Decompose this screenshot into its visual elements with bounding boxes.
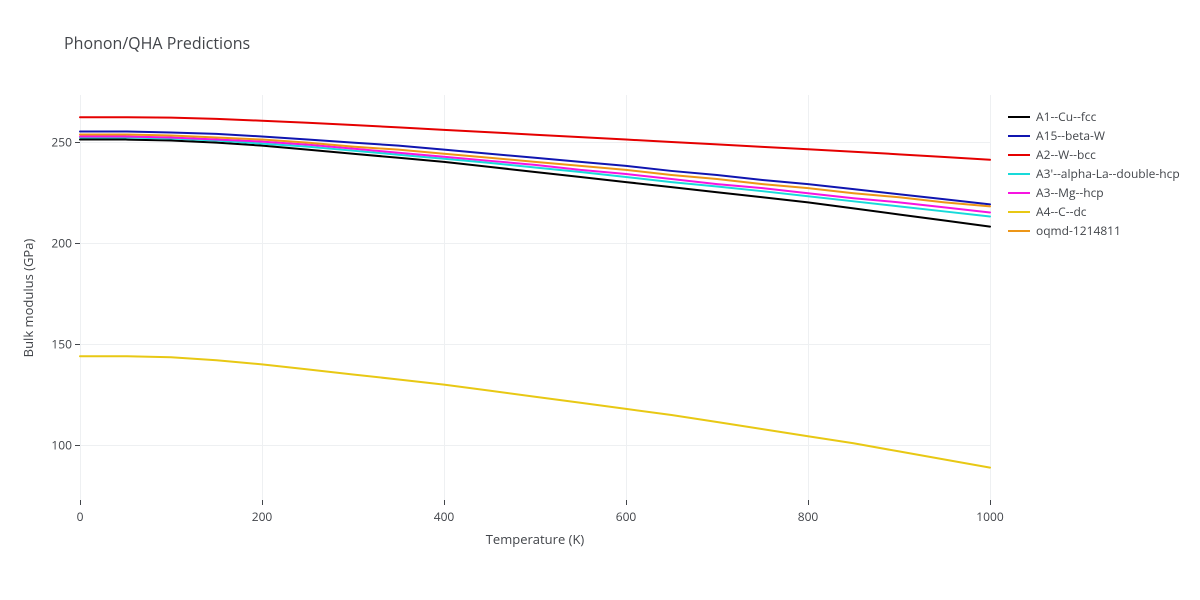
legend-swatch — [1008, 154, 1030, 156]
legend-label: A1--Cu--fcc — [1036, 108, 1096, 125]
x-tick-label: 1000 — [976, 508, 1003, 525]
legend-item[interactable]: A3'--alpha-La--double-hcp — [1008, 164, 1180, 183]
x-tick-label: 800 — [798, 508, 819, 525]
x-tick-label: 600 — [616, 508, 637, 525]
legend-label: A3--Mg--hcp — [1036, 184, 1104, 201]
y-tick-label: 100 — [51, 437, 72, 454]
legend-swatch — [1008, 230, 1030, 232]
legend-label: A3'--alpha-La--double-hcp — [1036, 165, 1180, 182]
legend-item[interactable]: A15--beta-W — [1008, 126, 1180, 145]
x-gridline — [808, 95, 809, 500]
legend-swatch — [1008, 211, 1030, 213]
legend-item[interactable]: A3--Mg--hcp — [1008, 183, 1180, 202]
legend-label: A15--beta-W — [1036, 127, 1105, 144]
y-gridline — [80, 344, 990, 345]
legend-swatch — [1008, 173, 1030, 175]
legend-swatch — [1008, 135, 1030, 137]
legend-swatch — [1008, 116, 1030, 118]
x-gridline — [80, 95, 81, 500]
y-tick — [75, 344, 80, 345]
legend-label: A2--W--bcc — [1036, 146, 1096, 163]
y-tick — [75, 445, 80, 446]
x-gridline — [990, 95, 991, 500]
chart-title: Phonon/QHA Predictions — [64, 32, 250, 54]
legend: A1--Cu--fcc A15--beta-W A2--W--bcc A3'--alp… — [1008, 107, 1180, 240]
x-tick — [626, 500, 627, 505]
y-tick-label: 200 — [51, 234, 72, 251]
legend-item[interactable]: A1--Cu--fcc — [1008, 107, 1180, 126]
x-tick-label: 200 — [252, 508, 273, 525]
legend-item[interactable]: oqmd-1214811 — [1008, 221, 1180, 240]
x-tick — [444, 500, 445, 505]
y-axis-title: Bulk modulus (GPa) — [19, 238, 37, 357]
x-gridline — [444, 95, 445, 500]
x-gridline — [626, 95, 627, 500]
y-gridline — [80, 243, 990, 244]
y-tick-label: 150 — [51, 336, 72, 353]
x-tick — [990, 500, 991, 505]
series-line[interactable] — [80, 140, 990, 227]
x-axis-title: Temperature (K) — [486, 530, 585, 548]
plot-area[interactable] — [80, 95, 990, 500]
x-tick — [262, 500, 263, 505]
series-line[interactable] — [80, 138, 990, 217]
series-line[interactable] — [80, 356, 990, 467]
y-gridline — [80, 142, 990, 143]
series-line[interactable] — [80, 134, 990, 206]
legend-swatch — [1008, 192, 1030, 194]
y-tick — [75, 243, 80, 244]
x-tick-label: 400 — [434, 508, 455, 525]
legend-item[interactable]: A2--W--bcc — [1008, 145, 1180, 164]
x-tick-label: 0 — [77, 508, 84, 525]
x-tick — [80, 500, 81, 505]
series-line[interactable] — [80, 137, 990, 213]
legend-item[interactable]: A4--C--dc — [1008, 202, 1180, 221]
y-tick-label: 250 — [51, 133, 72, 150]
y-gridline — [80, 445, 990, 446]
x-gridline — [262, 95, 263, 500]
x-tick — [808, 500, 809, 505]
y-tick — [75, 142, 80, 143]
legend-label: oqmd-1214811 — [1036, 222, 1121, 239]
series-layer — [80, 95, 990, 500]
series-line[interactable] — [80, 117, 990, 160]
legend-label: A4--C--dc — [1036, 203, 1087, 220]
